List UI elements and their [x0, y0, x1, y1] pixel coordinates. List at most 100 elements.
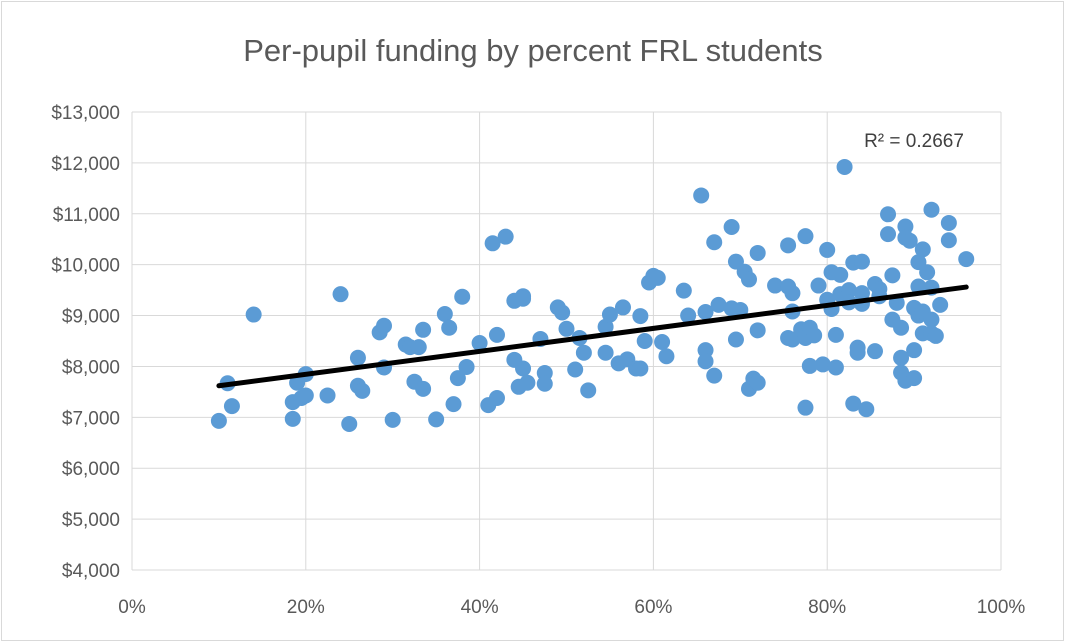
data-point	[349, 349, 366, 366]
data-point	[597, 318, 614, 335]
data-point	[245, 306, 262, 323]
x-tick-label: 100%	[977, 597, 1026, 618]
chart-title: Per-pupil funding by percent FRL student…	[243, 33, 823, 68]
data-point	[575, 344, 592, 361]
data-point	[958, 251, 975, 268]
data-point	[632, 360, 649, 377]
data-point	[515, 290, 532, 307]
data-point	[706, 367, 723, 384]
data-point	[580, 382, 597, 399]
trendline-group	[216, 284, 969, 389]
x-tick-label: 0%	[118, 597, 146, 618]
data-point	[449, 370, 466, 387]
y-tick-label: $13,000	[51, 103, 120, 124]
data-point	[866, 343, 883, 360]
data-point	[819, 241, 836, 258]
data-point	[519, 374, 536, 391]
data-point	[806, 327, 823, 344]
data-point	[906, 370, 923, 387]
data-point	[632, 308, 649, 325]
data-point	[749, 244, 766, 261]
data-point	[297, 387, 314, 404]
y-tick-label: $12,000	[51, 154, 120, 175]
data-point	[210, 412, 227, 429]
data-point	[814, 356, 831, 373]
data-point	[893, 319, 910, 336]
data-point	[341, 415, 358, 432]
data-point	[484, 235, 501, 252]
x-tick-label: 20%	[287, 597, 325, 618]
data-point	[901, 232, 918, 249]
data-point	[927, 327, 944, 344]
data-point	[697, 353, 714, 370]
data-point	[415, 321, 432, 338]
data-point	[436, 306, 453, 323]
y-tick-label: $5,000	[62, 510, 120, 531]
data-point	[858, 401, 875, 418]
data-point	[384, 411, 401, 428]
data-point	[636, 333, 653, 349]
data-point	[614, 299, 631, 316]
data-point	[319, 387, 336, 404]
data-point	[471, 335, 488, 352]
y-tick-label: $8,000	[62, 357, 120, 378]
data-point	[749, 322, 766, 339]
y-tick-label: $4,000	[62, 561, 120, 582]
data-point	[284, 410, 301, 427]
data-point	[658, 348, 675, 365]
data-point	[415, 380, 432, 397]
x-tick-label: 60%	[634, 597, 672, 618]
trendline	[216, 284, 969, 389]
data-point	[827, 326, 844, 343]
data-point	[810, 277, 827, 294]
data-point	[940, 214, 957, 231]
data-point	[697, 303, 714, 320]
data-point	[706, 234, 723, 251]
data-point	[649, 269, 666, 286]
data-point	[897, 218, 914, 235]
data-point	[801, 357, 818, 374]
data-point	[410, 339, 427, 356]
data-point	[597, 344, 614, 361]
data-point	[836, 158, 853, 175]
data-point	[749, 374, 766, 391]
data-point	[558, 320, 575, 337]
data-point	[675, 282, 692, 299]
data-point	[376, 317, 393, 334]
data-point	[445, 396, 462, 413]
data-point	[767, 277, 784, 294]
data-point	[332, 286, 349, 303]
data-point	[832, 266, 849, 283]
data-points	[210, 158, 975, 432]
data-point	[515, 360, 532, 377]
data-point	[740, 271, 757, 288]
data-point	[710, 296, 727, 313]
r-squared-label: R² = 0.2667	[864, 131, 964, 152]
data-point	[923, 201, 940, 218]
data-point	[914, 241, 931, 258]
y-tick-label: $6,000	[62, 459, 120, 480]
data-point	[601, 306, 618, 323]
data-point	[354, 382, 371, 399]
data-point	[488, 326, 505, 343]
y-tick-label: $10,000	[51, 256, 120, 277]
y-tick-label: $9,000	[62, 307, 120, 328]
data-point	[727, 331, 744, 348]
data-point	[853, 253, 870, 270]
data-point	[906, 342, 923, 359]
x-axis-ticks: 0% 20% 40% 60% 80% 100%	[118, 597, 1025, 618]
data-point	[428, 411, 445, 428]
data-point	[654, 334, 671, 351]
data-point	[880, 206, 897, 223]
data-point	[827, 359, 844, 376]
data-point	[784, 285, 801, 302]
data-point	[797, 399, 814, 416]
data-point	[554, 304, 571, 321]
y-tick-label: $7,000	[62, 408, 120, 429]
y-tick-label: $11,000	[53, 205, 120, 226]
data-point	[845, 395, 862, 412]
data-point	[454, 288, 471, 305]
data-point	[780, 237, 797, 254]
data-point	[488, 389, 505, 406]
